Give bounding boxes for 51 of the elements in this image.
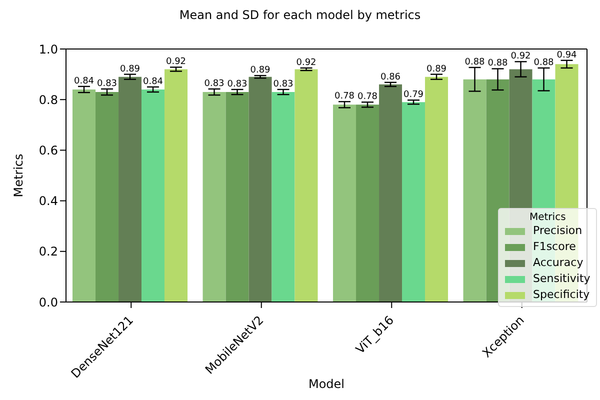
bar bbox=[118, 76, 142, 302]
data-label: 0.89 bbox=[120, 64, 140, 74]
data-label: 0.78 bbox=[357, 92, 378, 102]
bar bbox=[356, 104, 380, 302]
legend-label: Accuracy bbox=[532, 255, 584, 271]
data-label: 0.92 bbox=[296, 58, 316, 68]
data-label: 0.78 bbox=[334, 92, 355, 102]
legend-label: Sensitivity bbox=[532, 271, 590, 287]
data-label: 0.92 bbox=[166, 57, 186, 68]
bar bbox=[248, 76, 272, 302]
bar bbox=[142, 89, 165, 302]
bar bbox=[202, 92, 226, 302]
bar bbox=[96, 92, 119, 302]
data-label: 0.92 bbox=[510, 52, 531, 62]
bar bbox=[72, 89, 96, 302]
legend-label: Precision bbox=[532, 223, 584, 239]
data-label: 0.88 bbox=[464, 57, 486, 68]
bar bbox=[294, 69, 318, 302]
data-label: 0.84 bbox=[74, 76, 94, 86]
bar bbox=[463, 79, 486, 302]
bar bbox=[379, 84, 402, 302]
y-tick-label: 0.2 bbox=[38, 244, 58, 259]
bar bbox=[164, 69, 188, 302]
y-tick-label: 0.0 bbox=[38, 295, 58, 310]
chart-title: Mean and SD for each model by metrics bbox=[178, 8, 422, 22]
y-tick-label: 0.8 bbox=[38, 92, 58, 107]
y-tick-label: 0.4 bbox=[38, 194, 58, 208]
bar bbox=[425, 76, 448, 302]
data-label: 0.88 bbox=[488, 58, 508, 69]
data-label: 0.79 bbox=[403, 90, 424, 100]
data-label: 0.83 bbox=[204, 78, 224, 89]
data-label: 0.86 bbox=[380, 72, 401, 82]
bar bbox=[272, 92, 295, 302]
data-label: 0.83 bbox=[96, 78, 118, 89]
data-label: 0.89 bbox=[250, 66, 271, 76]
data-label: 0.83 bbox=[227, 79, 248, 90]
legend-label: F1score bbox=[532, 239, 577, 255]
legend-title: Metrics bbox=[528, 212, 567, 223]
bar bbox=[333, 104, 356, 302]
data-label: 0.89 bbox=[426, 64, 447, 74]
data-label: 0.88 bbox=[534, 58, 554, 68]
data-label: 0.84 bbox=[142, 76, 164, 87]
y-tick-label: 0.6 bbox=[38, 143, 58, 158]
data-label: 0.83 bbox=[273, 79, 294, 90]
legend-label: Specificity bbox=[532, 287, 590, 303]
bar bbox=[226, 92, 249, 302]
y-tick-label: 1.0 bbox=[38, 42, 58, 56]
bar bbox=[402, 102, 426, 302]
y-axis-title: Metrics bbox=[11, 154, 26, 198]
x-axis-title: Model bbox=[308, 377, 345, 391]
data-label: 0.94 bbox=[556, 50, 578, 60]
